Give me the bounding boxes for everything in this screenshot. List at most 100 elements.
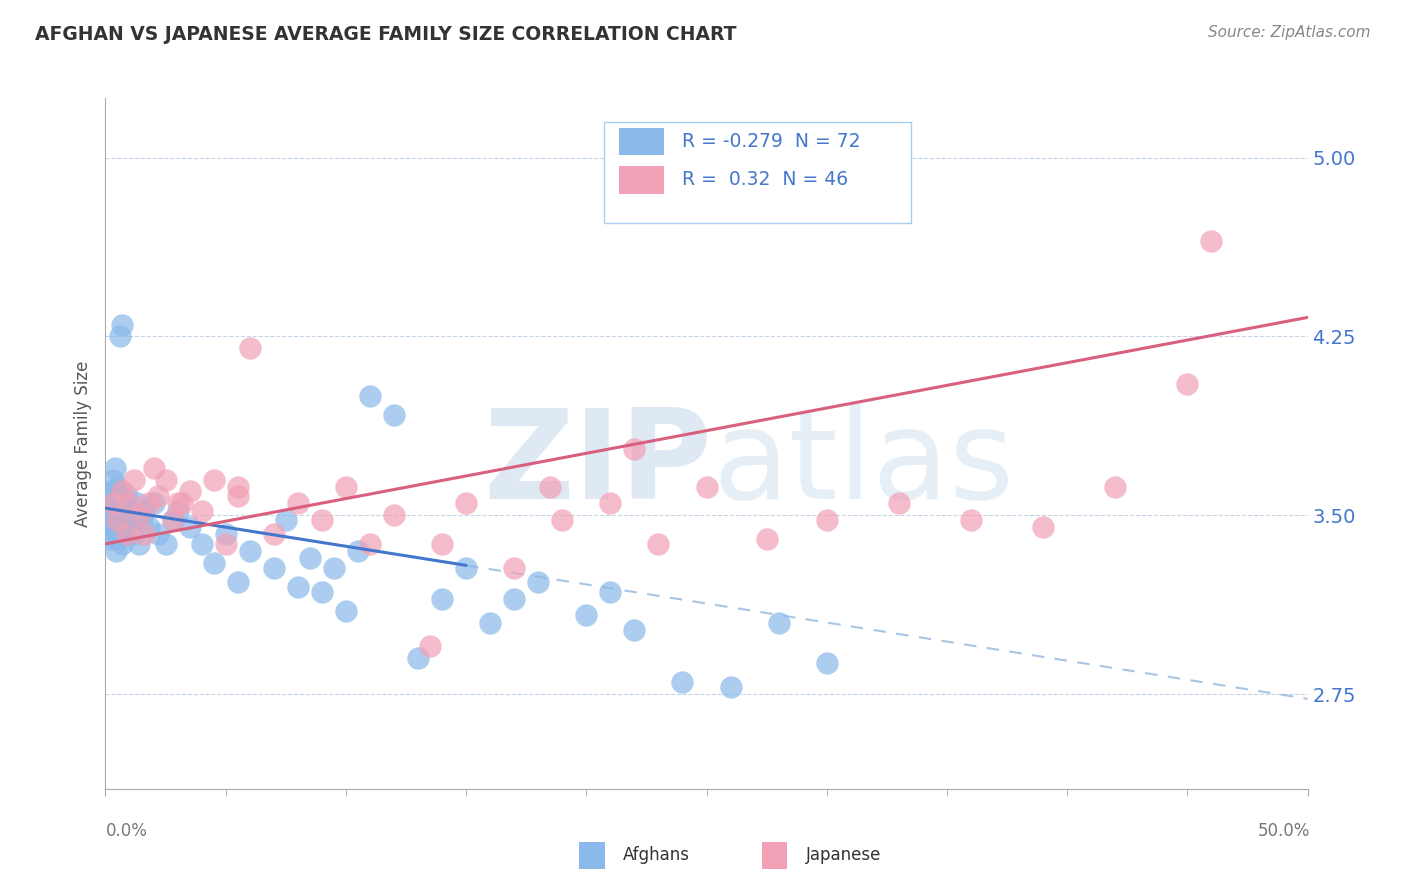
Point (124, 473, 146, 487)
Point (239, 342, 262, 356)
Point (430, 537, 453, 551)
Text: R = -0.279  N = 72: R = -0.279 N = 72 (682, 132, 860, 151)
Point (101, 513, 124, 527)
Point (382, 408, 405, 422)
Point (128, 508, 150, 523)
Point (98, 496, 121, 510)
Point (527, 574, 550, 589)
Point (190, 503, 212, 517)
Point (311, 513, 333, 527)
Point (239, 544, 262, 558)
Point (214, 537, 236, 551)
Point (755, 532, 778, 546)
Y-axis label: Average Family Size: Average Family Size (75, 360, 93, 527)
Point (623, 623, 645, 637)
Point (110, 503, 132, 517)
Point (226, 574, 249, 589)
Point (551, 513, 574, 527)
Point (503, 560, 526, 574)
Text: Afghans: Afghans (623, 847, 690, 864)
Point (298, 551, 321, 566)
Point (132, 527, 155, 541)
Point (100, 532, 122, 546)
Point (103, 527, 125, 541)
Point (98, 508, 121, 523)
Point (960, 513, 983, 527)
Point (155, 473, 177, 487)
Point (172, 496, 194, 510)
Point (190, 537, 212, 551)
Point (101, 473, 124, 487)
Point (623, 442, 645, 456)
Point (479, 615, 502, 630)
Point (105, 544, 128, 558)
Point (287, 580, 309, 594)
Point (503, 591, 526, 606)
Point (335, 480, 357, 494)
Point (128, 537, 150, 551)
Point (115, 489, 138, 503)
Point (887, 496, 910, 510)
Text: Source: ZipAtlas.com: Source: ZipAtlas.com (1208, 25, 1371, 40)
Point (322, 560, 344, 574)
Point (647, 537, 669, 551)
Point (430, 591, 453, 606)
Point (110, 484, 132, 499)
Point (104, 460, 127, 475)
Point (538, 480, 561, 494)
Point (263, 560, 285, 574)
Text: 50.0%: 50.0% (1258, 822, 1310, 840)
Point (287, 496, 309, 510)
Point (768, 615, 790, 630)
Point (359, 537, 381, 551)
Point (131, 513, 153, 527)
Point (202, 556, 225, 570)
Point (454, 496, 477, 510)
Point (125, 496, 148, 510)
Text: ZIP: ZIP (484, 404, 713, 525)
Point (107, 496, 129, 510)
Point (111, 318, 134, 332)
Point (419, 640, 441, 654)
Text: Japanese: Japanese (806, 847, 882, 864)
Point (155, 537, 177, 551)
Point (115, 527, 138, 541)
Point (108, 329, 131, 343)
Point (98, 520, 121, 534)
Point (202, 473, 225, 487)
Point (1104, 480, 1126, 494)
Point (107, 520, 129, 534)
Point (118, 496, 141, 510)
Point (454, 560, 477, 574)
Point (162, 513, 184, 527)
Point (274, 513, 297, 527)
Point (335, 604, 357, 618)
Point (179, 520, 201, 534)
Point (107, 513, 129, 527)
Point (382, 508, 405, 523)
Point (103, 489, 125, 503)
Point (142, 496, 165, 510)
Text: AFGHAN VS JAPANESE AVERAGE FAMILY SIZE CORRELATION CHART: AFGHAN VS JAPANESE AVERAGE FAMILY SIZE C… (35, 25, 737, 44)
Point (359, 389, 381, 403)
Point (111, 484, 134, 499)
Point (166, 496, 188, 510)
Point (118, 503, 141, 517)
Point (696, 480, 718, 494)
Point (720, 680, 742, 694)
Point (214, 527, 236, 541)
Point (148, 489, 170, 503)
Text: R =  0.32  N = 46: R = 0.32 N = 46 (682, 170, 849, 189)
Point (132, 503, 155, 517)
Bar (619, 128, 665, 155)
Point (263, 527, 285, 541)
Point (124, 527, 146, 541)
Point (108, 513, 131, 527)
Point (815, 656, 838, 670)
Point (226, 489, 249, 503)
Point (179, 484, 201, 499)
Point (406, 651, 429, 665)
Point (117, 508, 139, 523)
Bar (619, 166, 665, 194)
Point (101, 503, 124, 517)
